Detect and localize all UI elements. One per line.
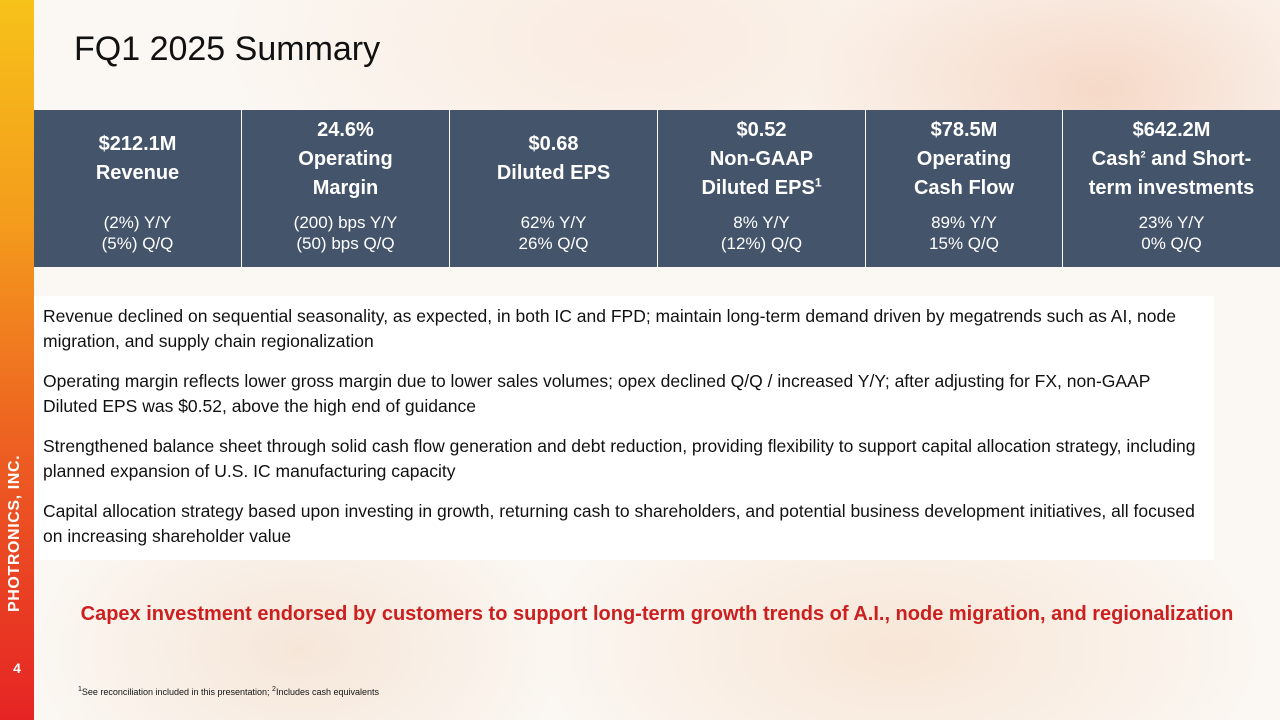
metric-label: Revenue [95,162,180,184]
metric-value: $212.1M [98,133,177,155]
metric-cash-investments: $642.2M Cash2 and Short- term investment… [1063,110,1280,267]
footnote: 1See reconciliation included in this pre… [78,686,380,697]
metric-label-line2-text: Diluted EPS [701,176,815,199]
page-number: 4 [13,660,21,676]
metric-label-short-term: and Short- [1145,147,1252,170]
metric-yy: 62% Y/Y [520,213,587,232]
brand-label: PHOTRONICS, INC. [6,454,23,612]
summary-bullets: Revenue declined on sequential seasonali… [34,296,1214,560]
footnote-mark: 1 [814,174,822,189]
metric-value: $0.68 [528,133,579,155]
metric-diluted-eps: $0.68 Diluted EPS 62% Y/Y 26% Q/Q [450,110,658,267]
metric-label: Diluted EPS [496,162,611,184]
metric-qq: 0% Q/Q [1141,234,1202,253]
metric-qq: (12%) Q/Q [720,234,803,253]
footnote-mark: 2 [1140,148,1146,159]
page-title: FQ1 2025 Summary [74,30,381,68]
metric-label-line2: Margin [312,176,379,199]
metric-value: $642.2M [1132,118,1211,141]
metric-label-line2: Cash Flow [913,176,1014,199]
footnote-text-2: Includes cash equivalents [275,687,380,697]
bullet-revenue: Revenue declined on sequential seasonali… [43,306,1176,351]
metric-non-gaap-eps: $0.52 Non-GAAP Diluted EPS1 8% Y/Y (12%)… [658,110,866,267]
metric-label-line1: Operating [298,147,393,170]
metric-operating-margin: 24.6% Operating Margin (200) bps Y/Y (50… [242,110,450,267]
bullet-operating-margin: Operating margin reflects lower gross ma… [43,371,1151,416]
metric-label-line1: Operating [916,147,1012,170]
footnote-text-1: See reconciliation included in this pres… [81,687,273,697]
metric-qq: (50) bps Q/Q [296,234,395,253]
metric-qq: 15% Q/Q [929,234,999,253]
metric-label-line2: Diluted EPS1 [701,174,821,203]
metric-label-line2: term investments [1088,176,1255,199]
metric-yy: 23% Y/Y [1138,213,1205,232]
footnote-mark-1: 1 [78,686,82,693]
metric-value: 24.6% [317,118,374,141]
metric-value: $78.5M [930,118,998,141]
metric-yy: 8% Y/Y [733,213,790,232]
side-brand-bar [0,0,34,720]
metric-yy: 89% Y/Y [931,213,997,232]
metric-value: $0.52 [736,118,787,141]
metric-label-line1: Cash2 and Short- [1089,145,1255,174]
metric-qq: 26% Q/Q [518,234,589,253]
metric-revenue: $212.1M Revenue (2%) Y/Y (5%) Q/Q [34,110,242,267]
bullet-balance-sheet: Strengthened balance sheet through solid… [43,436,1196,481]
footnote-mark-2: 2 [272,686,276,693]
metric-label-line1: Non-GAAP [709,147,814,170]
metric-qq: (5%) Q/Q [101,234,174,253]
metric-operating-cash-flow: $78.5M Operating Cash Flow 89% Y/Y 15% Q… [866,110,1063,267]
metric-label-cash: Cash [1091,147,1141,170]
metrics-table: $212.1M Revenue (2%) Y/Y (5%) Q/Q 24.6% … [34,110,1280,267]
metric-yy: (2%) Y/Y [103,213,172,232]
metric-yy: (200) bps Y/Y [293,213,398,232]
bullet-capital-allocation: Capital allocation strategy based upon i… [43,501,1195,546]
capex-callout: Capex investment endorsed by customers t… [80,603,1234,625]
